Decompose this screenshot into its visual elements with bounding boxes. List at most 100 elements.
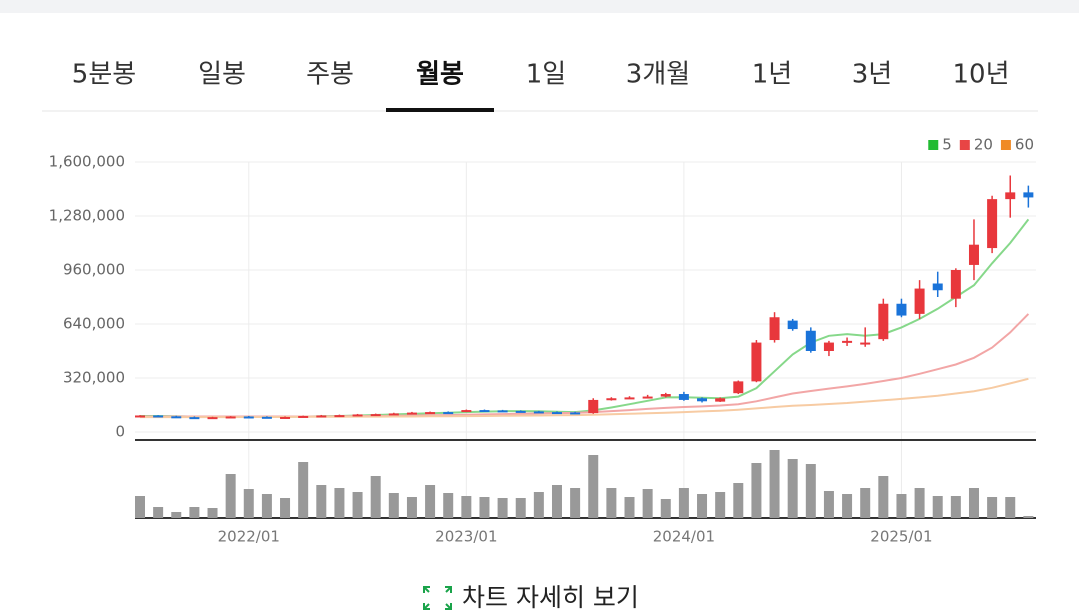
- moving-average-line: [140, 377, 1029, 419]
- candle-body: [1023, 192, 1034, 198]
- volume-bar: [751, 463, 762, 518]
- candle-body: [243, 416, 254, 419]
- volume-bar: [443, 493, 454, 518]
- volume-bar: [642, 489, 653, 518]
- volume-bar: [1005, 497, 1016, 518]
- volume-bar: [968, 488, 979, 518]
- top-bar: [0, 0, 1079, 13]
- y-tick-label: 320,000: [63, 369, 125, 387]
- candle-body: [316, 415, 327, 418]
- candle-body: [334, 415, 345, 418]
- tab[interactable]: 5분봉: [72, 60, 136, 90]
- x-tick-label: 2022/01: [218, 528, 280, 546]
- candle-body: [225, 416, 236, 419]
- candle-body: [189, 417, 200, 420]
- candle-body: [842, 340, 853, 343]
- volume-bar: [189, 507, 200, 518]
- tab[interactable]: 일봉: [198, 60, 246, 90]
- volume-bar: [987, 497, 998, 518]
- candle-body: [261, 416, 272, 419]
- volume-bar: [533, 492, 544, 518]
- tab-bar: 5분봉 일봉 주봉 월봉 1일 3개월 1년 3년 10년: [72, 60, 1010, 112]
- candle-body: [805, 330, 816, 351]
- candle-body: [533, 411, 544, 414]
- tab[interactable]: 3년: [852, 60, 892, 90]
- candle-body: [642, 396, 653, 399]
- volume-bar: [153, 507, 164, 518]
- legend-label: 5: [942, 136, 952, 154]
- candle-body: [135, 415, 145, 418]
- candle-body: [551, 412, 562, 415]
- volume-bar: [715, 492, 726, 518]
- tab[interactable]: 3개월: [626, 60, 690, 90]
- tab[interactable]: 10년: [952, 60, 1009, 90]
- volume-bar: [370, 476, 381, 518]
- candle-body: [570, 412, 581, 415]
- candle-body: [751, 342, 762, 382]
- volume-bar: [769, 450, 780, 518]
- candle-body: [914, 288, 925, 314]
- y-tick-label: 1,280,000: [49, 207, 125, 225]
- candle-body: [406, 412, 417, 415]
- moving-average-line: [140, 218, 1030, 418]
- tab[interactable]: 1년: [752, 60, 792, 90]
- candle-body: [968, 244, 979, 265]
- volume-bar: [805, 464, 816, 518]
- volume-bar: [280, 498, 291, 518]
- candle-body: [588, 399, 599, 414]
- tab[interactable]: 월봉: [416, 60, 464, 90]
- volume-bar: [733, 483, 744, 518]
- candle-body: [497, 410, 508, 413]
- candle-body: [515, 410, 526, 413]
- candle-body: [733, 381, 744, 394]
- volume-bar: [515, 498, 526, 518]
- tab[interactable]: 주봉: [306, 60, 354, 90]
- volume-bar: [950, 496, 961, 518]
- y-tick-label: 640,000: [63, 315, 125, 333]
- y-tick-label: 1,600,000: [49, 153, 125, 171]
- volume-bar: [316, 485, 327, 518]
- volume-bar: [624, 497, 635, 518]
- volume-bar: [551, 485, 562, 518]
- volume-bar: [497, 498, 508, 518]
- candle-body: [715, 398, 726, 402]
- volume-bar: [352, 492, 363, 518]
- candle-body: [425, 412, 436, 415]
- volume-bar: [261, 494, 272, 518]
- legend-label: 60: [1015, 136, 1034, 154]
- candle-body: [678, 394, 689, 400]
- candle-body: [461, 410, 472, 413]
- volume-bar: [842, 494, 853, 518]
- y-tick-label: 0: [115, 423, 125, 441]
- candle-body: [388, 413, 399, 416]
- candle-body: [660, 394, 671, 397]
- volume-bar: [570, 488, 581, 518]
- tab[interactable]: 1일: [526, 60, 566, 90]
- volume-bar: [606, 488, 617, 518]
- candle-body: [443, 412, 454, 415]
- chart: 0 320,000 640,000 960,000 1,280,000 1,600,000…: [49, 136, 1036, 546]
- legend-swatch: [928, 140, 939, 150]
- candle-body: [787, 320, 798, 330]
- footer-link[interactable]: 차트 자세히 보기: [462, 583, 639, 612]
- x-tick-label: 2023/01: [435, 528, 497, 546]
- legend-swatch: [1000, 140, 1011, 150]
- candle-body: [950, 270, 961, 299]
- volume-bar: [243, 489, 254, 518]
- volume-bar: [425, 485, 436, 518]
- candle-body: [823, 342, 834, 351]
- candle-body: [769, 317, 780, 341]
- volume-bar: [588, 455, 599, 518]
- volume-bar: [697, 494, 708, 518]
- volume-bar: [171, 512, 182, 518]
- volume-bar: [932, 496, 943, 518]
- x-tick-label: 2024/01: [653, 528, 715, 546]
- volume-bar: [823, 491, 834, 518]
- volume-bar: [860, 488, 871, 518]
- volume-bar: [406, 497, 417, 518]
- volume-bar: [461, 496, 472, 518]
- footer[interactable]: 차트 자세히 보기: [423, 583, 639, 612]
- candle-body: [207, 417, 218, 420]
